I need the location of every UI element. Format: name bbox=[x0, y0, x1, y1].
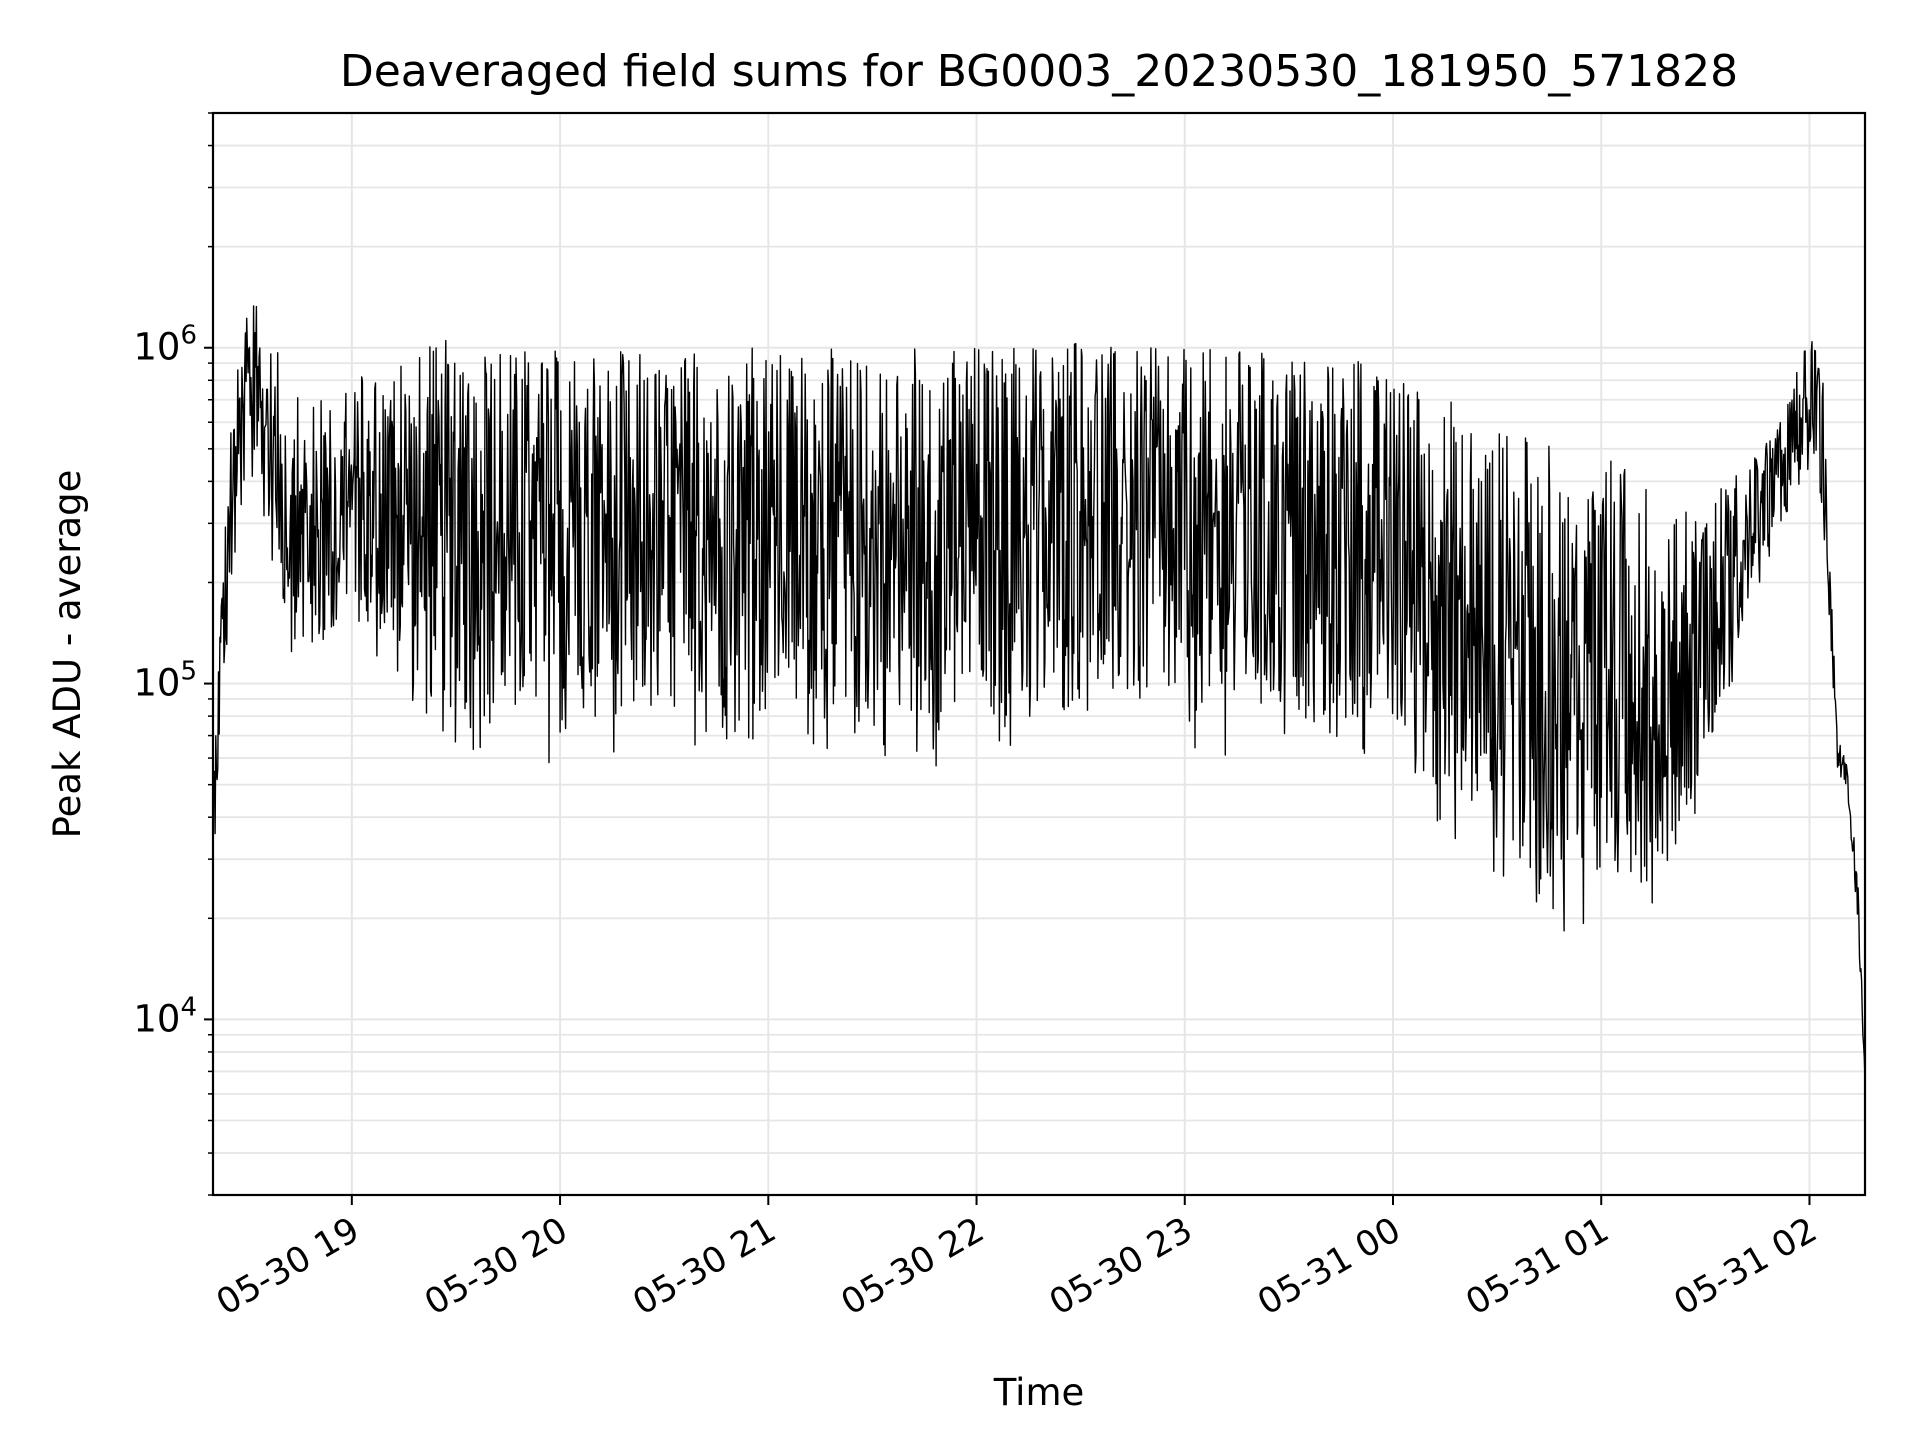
y-tick-label-exponent: 5 bbox=[180, 657, 197, 687]
y-tick-label-base: 10 bbox=[133, 997, 180, 1040]
plot-area bbox=[213, 305, 1865, 1081]
y-tick-label-base: 10 bbox=[133, 326, 180, 369]
y-tick-label: 104 bbox=[133, 992, 197, 1040]
grid bbox=[213, 112, 1865, 1196]
series-line bbox=[213, 305, 1865, 1081]
y-tick-label-base: 10 bbox=[133, 662, 180, 705]
y-tick-label: 105 bbox=[133, 657, 197, 705]
axes-frame bbox=[211, 111, 1867, 1197]
y-tick-label-exponent: 4 bbox=[180, 992, 197, 1022]
x-axis-label: Time bbox=[993, 1371, 1085, 1414]
chart-title: Deaveraged field sums for BG0003_2023053… bbox=[340, 46, 1738, 97]
y-axis-label: Peak ADU - average bbox=[46, 470, 89, 839]
y-tick-label: 106 bbox=[133, 321, 197, 369]
y-tick-label-exponent: 6 bbox=[180, 321, 197, 351]
